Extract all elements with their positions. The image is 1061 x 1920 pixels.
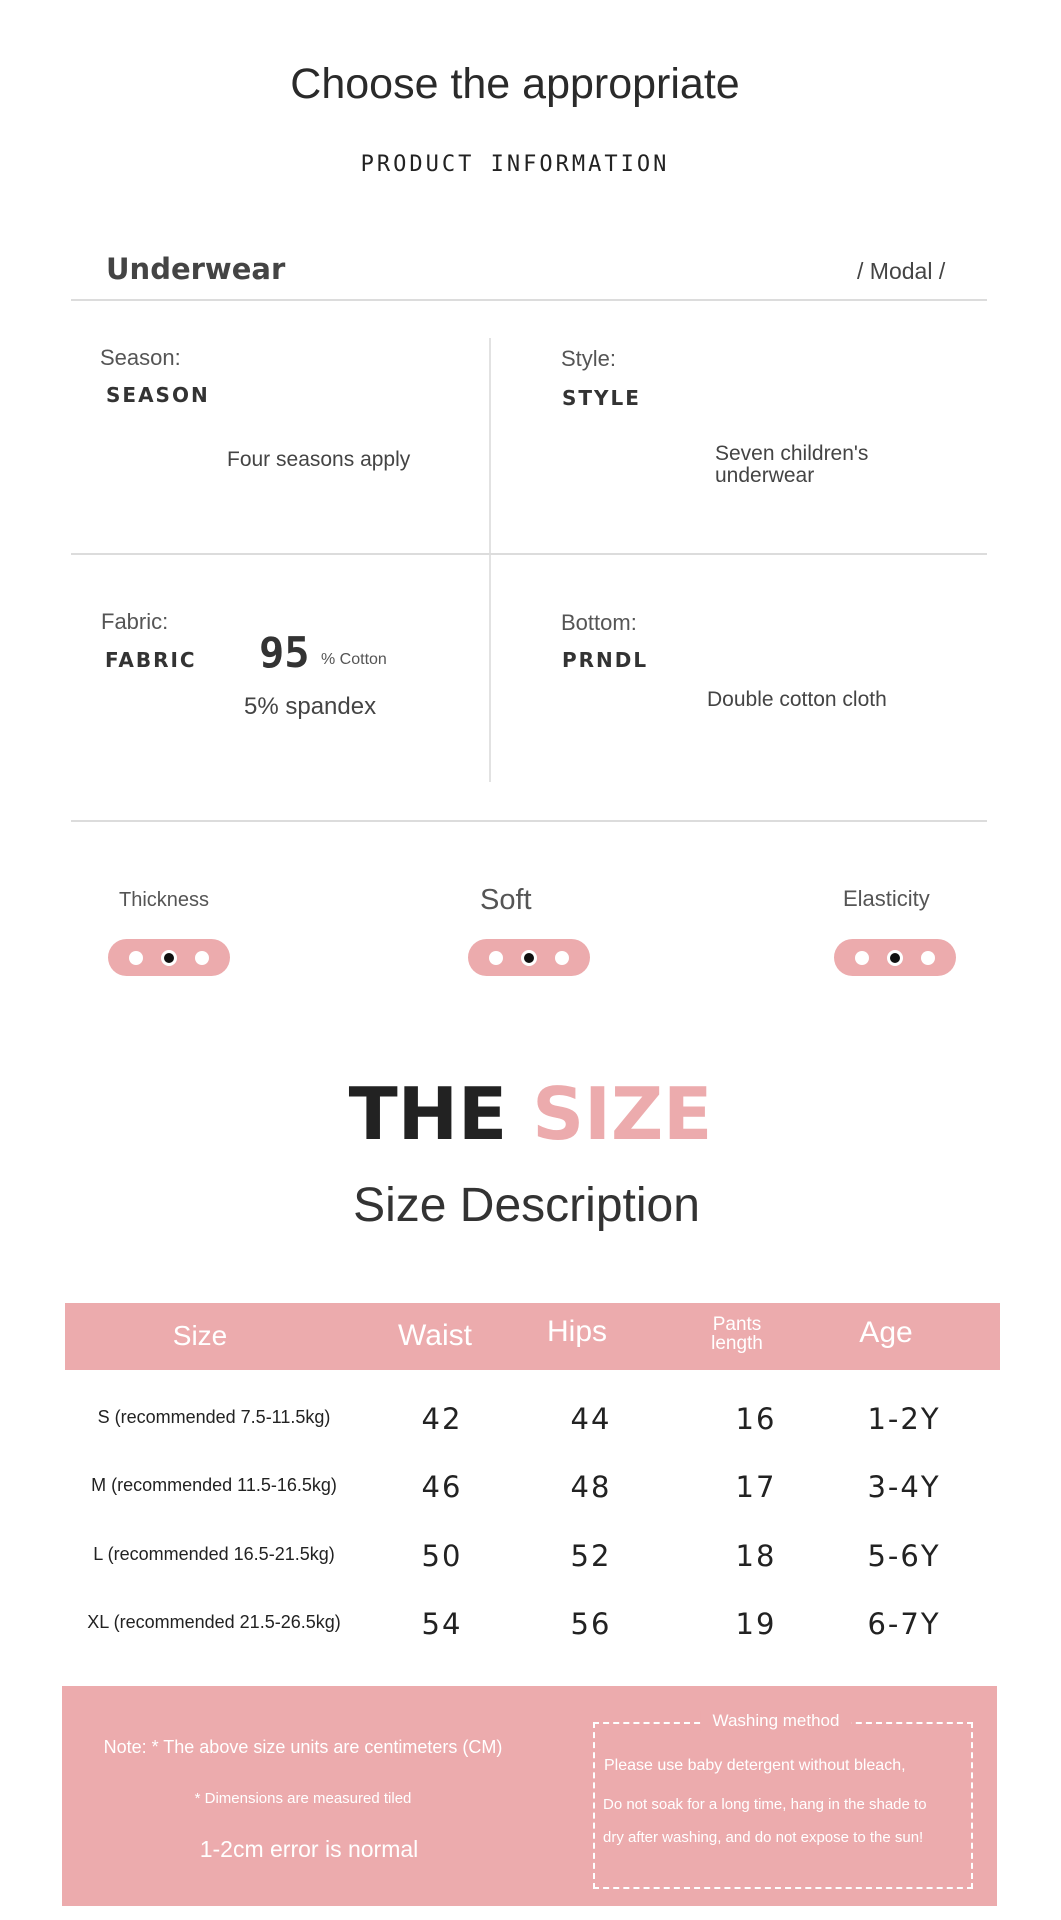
hips-cell: 44 [570,1402,612,1436]
washing-line: Please use baby detergent without bleach… [604,1757,906,1774]
rating-indicator-elasticity [834,939,956,976]
hips-cell: 52 [570,1539,612,1573]
style-label: Style: [561,346,617,371]
season-label: Season: [100,345,181,370]
dot-active [521,949,537,966]
note-measured: * Dimensions are measured tiled [194,1790,412,1807]
hips-cell: 56 [570,1607,612,1641]
size-cell: S (recommended 7.5-11.5kg) [97,1407,331,1427]
dot [855,950,869,965]
washing-line: Do not soak for a long time, hang in the… [603,1796,927,1813]
size-section-subtitle: Size Description [353,1179,700,1232]
rating-indicator-thickness [108,939,230,976]
style-code: STYLE [562,386,641,410]
pants-length-cell: 16 [735,1402,777,1436]
header-hips: Hips [546,1315,608,1348]
season-value: Four seasons apply [227,448,411,471]
fabric-value2: 5% spandex [244,693,377,720]
dot [195,950,209,965]
product-name: Underwear [106,252,286,286]
rating-indicator-soft [468,939,590,976]
page-title: Choose the appropriate [290,60,740,108]
season-code: SEASON [106,383,210,407]
waist-cell: 42 [421,1402,463,1436]
pants-length-cell: 17 [735,1470,777,1504]
size-section-title: THE SIZE [0,1072,1061,1156]
style-value-line2: underwear [715,464,815,487]
fabric-code: FABRIC [105,648,197,672]
dot-active [887,949,903,966]
style-value: Seven children's underwear [715,443,868,487]
header-pants-length: Pants length [711,1314,763,1354]
header-waist: Waist [398,1319,472,1352]
fabric-percent: 95 [259,628,310,677]
age-cell: 5-6Y [867,1539,941,1573]
bottom-value: Double cotton cloth [707,688,887,711]
rating-label-thickness: Thickness [119,889,210,911]
size-cell: M (recommended 11.5-16.5kg) [91,1475,337,1495]
rating-label-elasticity: Elasticity [843,886,930,911]
header-age: Age [859,1316,913,1349]
pants-length-cell: 18 [735,1539,777,1573]
rating-label-soft: Soft [480,884,532,916]
fabric-unit: % Cotton [321,651,387,668]
size-table-header [65,1303,1000,1370]
header-size: Size [172,1320,228,1351]
dot [555,950,569,965]
dot [129,950,143,965]
age-cell: 1-2Y [867,1402,941,1436]
divider [71,299,987,301]
washing-title: Washing method [700,1711,852,1731]
bottom-label: Bottom: [561,610,637,635]
hips-cell: 48 [570,1470,612,1504]
divider [71,553,987,555]
bottom-code: PRNDL [562,648,649,672]
dot-active [161,949,177,966]
note-units: Note: * The above size units are centime… [103,1737,503,1757]
size-cell: XL (recommended 21.5-26.5kg) [87,1612,341,1632]
waist-cell: 50 [421,1539,463,1573]
age-cell: 6-7Y [867,1607,941,1641]
waist-cell: 54 [421,1607,463,1641]
note-error: 1-2cm error is normal [199,1836,419,1862]
pants-length-cell: 19 [735,1607,777,1641]
product-material: / Modal / [857,258,946,284]
page-subtitle: PRODUCT INFORMATION [360,152,670,177]
size-cell: L (recommended 16.5-21.5kg) [93,1544,335,1564]
style-value-line1: Seven children's [715,442,869,465]
age-cell: 3-4Y [867,1470,941,1504]
divider [71,820,987,822]
waist-cell: 46 [421,1470,463,1504]
title-accent: SIZE [532,1072,713,1156]
washing-line: dry after washing, and do not expose to … [603,1829,924,1846]
divider [489,338,491,782]
dot [921,950,935,965]
dot [489,950,503,965]
fabric-label: Fabric: [101,609,169,634]
title-dark: THE [348,1072,508,1156]
